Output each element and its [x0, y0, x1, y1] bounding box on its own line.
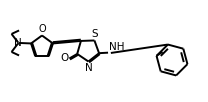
Text: NH: NH [109, 42, 124, 52]
Text: S: S [92, 29, 98, 39]
Text: O: O [38, 24, 46, 34]
Text: N: N [14, 38, 22, 48]
Text: O: O [60, 53, 69, 63]
Text: N: N [85, 63, 93, 73]
